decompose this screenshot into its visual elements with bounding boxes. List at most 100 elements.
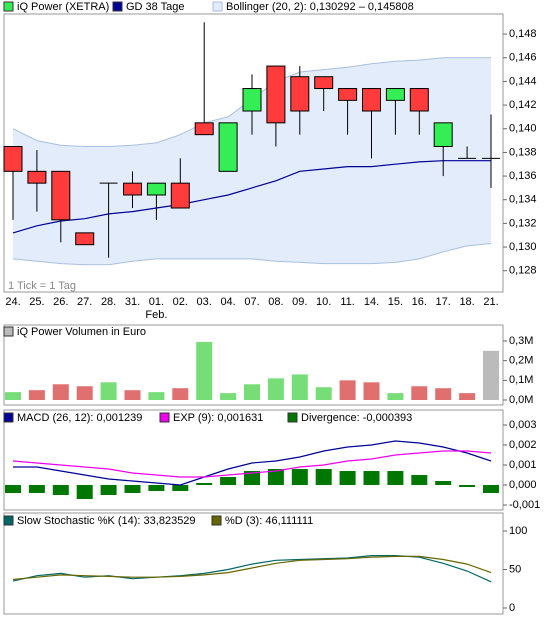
legend-label: EXP (9): 0,001631 [173, 412, 263, 424]
candle-body [385, 88, 405, 101]
legend-label: iQ Power (XETRA) [17, 1, 109, 13]
bar [196, 341, 213, 401]
bar [483, 485, 499, 493]
y-tick-label: 0,2M [509, 355, 533, 367]
bar [339, 380, 356, 401]
x-tick-label: 11. [340, 296, 354, 308]
bar [387, 393, 404, 401]
bar [28, 390, 45, 401]
bar [483, 350, 499, 401]
bar [124, 485, 141, 493]
y-tick-label: 0,3M [509, 335, 533, 347]
x-tick-label: 08. [268, 296, 283, 308]
x-tick-label: 28. [101, 296, 116, 308]
bar [315, 469, 332, 485]
candle-body [242, 88, 262, 112]
y-tick-label: 0,001 [509, 459, 537, 471]
candle-body [27, 170, 47, 184]
bar [339, 471, 356, 485]
legend-swatch [212, 1, 223, 12]
y-tick-label: 0,144 [509, 75, 537, 87]
bar [459, 393, 476, 401]
legend-label: Slow Stochastic %K (14): 33,823529 [17, 515, 196, 527]
candle-body [433, 122, 453, 147]
bar [172, 388, 189, 401]
y-tick-label: 0,130 [509, 241, 537, 253]
bar [363, 471, 380, 485]
y-tick-label: 0,138 [509, 146, 537, 158]
y-tick-label: 0,1M [509, 374, 533, 386]
bar [267, 378, 284, 401]
bar [5, 485, 21, 493]
x-tick-label: 17. [436, 296, 451, 308]
y-tick-label: 0,0M [509, 394, 533, 406]
bar [315, 387, 332, 401]
y-tick-label: 50 [509, 563, 521, 575]
x-tick-label: 10. [316, 296, 331, 308]
bar [291, 374, 308, 401]
y-tick-label: 0,128 [509, 265, 537, 277]
y-tick-label: 0,148 [509, 28, 537, 40]
bar [435, 388, 452, 401]
legend-label: MACD (26, 12): 0,001239 [17, 412, 142, 424]
candle-body [51, 170, 71, 221]
x-tick-label: 02. [173, 296, 188, 308]
line [12, 160, 491, 234]
candle-body [170, 182, 190, 209]
y-tick-label: 100 [509, 525, 527, 537]
bar [459, 485, 476, 487]
legend-swatch [211, 515, 222, 526]
candle-body [314, 76, 334, 90]
legend-swatch [287, 412, 298, 423]
x-tick-label: 16. [412, 296, 427, 308]
bar [291, 469, 308, 485]
x-tick-label: 18. [459, 296, 474, 308]
x-tick-label: 21. [483, 296, 498, 308]
x-tick-label: 31. [125, 296, 140, 308]
x-tick-label: 07. [244, 296, 259, 308]
bar [76, 386, 93, 401]
legend-label: GD 38 Tage [126, 1, 185, 13]
legend-swatch [112, 1, 123, 12]
legend-label: iQ Power Volumen in Euro [17, 326, 146, 338]
legend-label: %D (3): 46,111111 [225, 515, 313, 527]
bar [435, 481, 452, 485]
candle-body [75, 232, 95, 246]
y-tick-label: 0,134 [509, 194, 537, 206]
line [12, 450, 492, 478]
x-tick-label: 01. [149, 296, 164, 308]
bar [52, 485, 69, 495]
bar [220, 477, 237, 485]
bar [5, 392, 21, 401]
candle-body [266, 65, 286, 124]
candle-body [409, 88, 429, 112]
y-tick-label: 0,132 [509, 217, 537, 229]
y-tick-label: 0,002 [509, 439, 537, 451]
legend-label: Divergence: -0,000393 [301, 412, 412, 424]
bar [148, 392, 165, 401]
y-tick-label: 0,136 [509, 170, 537, 182]
bar [148, 485, 165, 491]
line [13, 440, 492, 486]
y-tick-label: 0,003 [509, 419, 537, 431]
y-tick-label: 0,140 [509, 123, 537, 135]
legend-swatch [3, 412, 14, 423]
x-tick-label: 04. [220, 296, 235, 308]
bar [267, 469, 284, 485]
y-tick-label: 0,142 [509, 99, 537, 111]
bar [244, 384, 260, 401]
y-tick-label: -0,001 [509, 499, 540, 511]
bar [52, 384, 69, 401]
candle-body [194, 122, 214, 136]
y-tick-label: 0,000 [509, 479, 537, 491]
candle-body [362, 88, 381, 112]
x-tick-label: 26. [53, 296, 68, 308]
candle-body [123, 182, 142, 196]
bar [411, 475, 428, 485]
legend-label: Bollinger (20, 2): 0,130292 – 0,145808 [226, 1, 414, 13]
month-label: Feb. [145, 309, 167, 321]
note: 1 Tick = 1 Tag [8, 280, 76, 292]
bar [363, 382, 380, 401]
y-tick-label: 0 [509, 602, 515, 614]
x-tick-label: 25. [29, 296, 44, 308]
